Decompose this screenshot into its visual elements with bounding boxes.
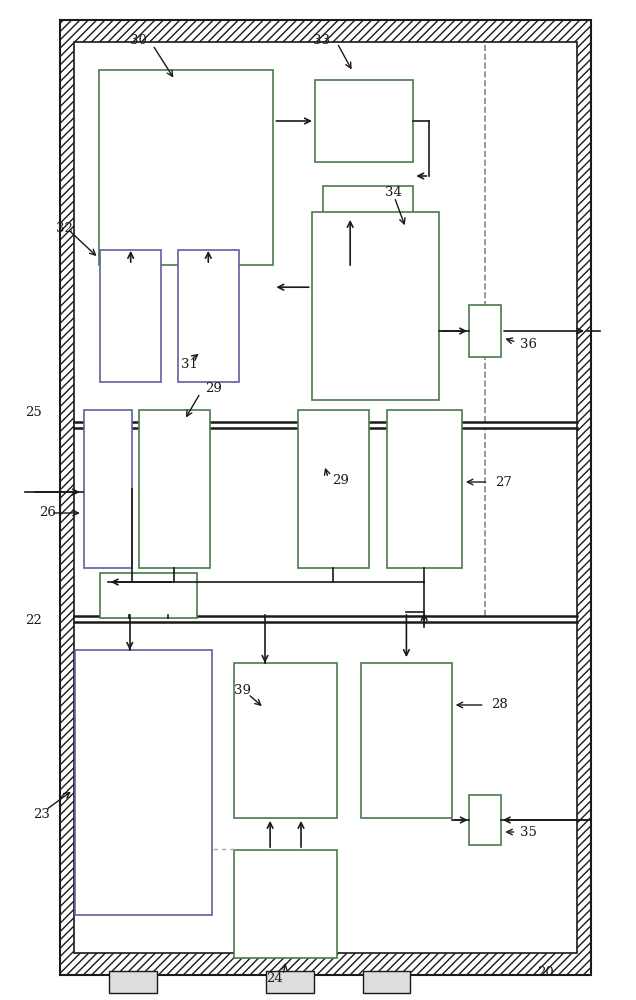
Bar [387, 410, 462, 568]
Bar [298, 410, 369, 568]
Text: 39: 39 [234, 684, 251, 696]
Bar [469, 305, 501, 357]
Text: 20: 20 [537, 966, 554, 978]
Text: 25: 25 [25, 406, 42, 418]
Bar [74, 42, 577, 953]
Bar [84, 410, 132, 568]
Bar [234, 663, 337, 818]
Text: 27: 27 [495, 476, 512, 488]
Text: 23: 23 [33, 808, 50, 822]
Text: 22: 22 [25, 613, 42, 626]
Text: 31: 31 [181, 359, 198, 371]
Bar [315, 80, 413, 162]
Text: 35: 35 [520, 826, 537, 838]
Bar [363, 971, 410, 993]
Bar [178, 250, 238, 382]
Text: 29: 29 [205, 381, 222, 394]
Text: 28: 28 [491, 698, 508, 712]
Bar [139, 410, 210, 568]
Text: 29: 29 [332, 474, 349, 487]
Bar [361, 663, 452, 818]
Text: 36: 36 [520, 338, 537, 351]
Text: 33: 33 [313, 33, 330, 46]
Text: 34: 34 [385, 186, 403, 198]
Bar [60, 20, 591, 975]
Bar [312, 212, 439, 400]
Bar [109, 971, 157, 993]
Bar [469, 795, 501, 845]
Text: 30: 30 [130, 33, 148, 46]
Text: 32: 32 [56, 222, 73, 234]
Bar [266, 971, 314, 993]
Bar [75, 650, 212, 915]
Text: 26: 26 [39, 506, 57, 520]
Bar [100, 573, 197, 618]
Bar [100, 250, 161, 382]
Bar [99, 70, 273, 265]
Bar [60, 20, 591, 975]
Bar [234, 850, 337, 958]
Text: 24: 24 [266, 972, 282, 984]
Bar [323, 186, 413, 268]
